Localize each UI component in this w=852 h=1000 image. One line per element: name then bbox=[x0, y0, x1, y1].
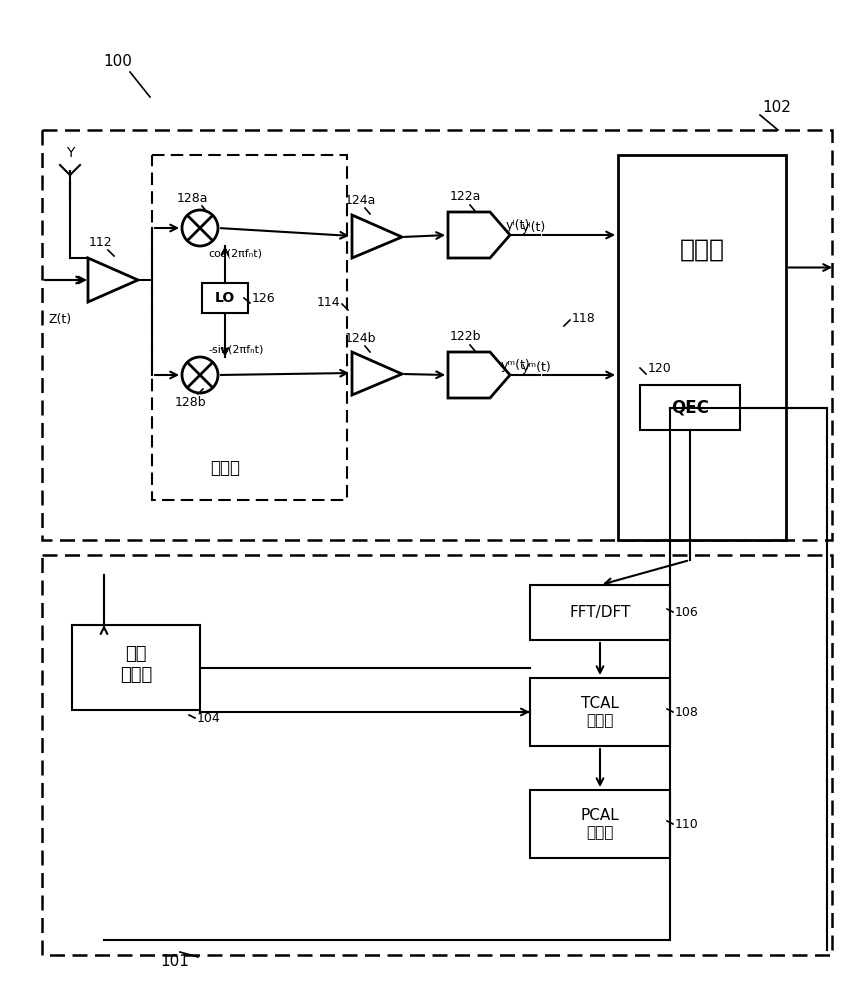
Polygon shape bbox=[448, 352, 510, 398]
Circle shape bbox=[182, 210, 218, 246]
Bar bbox=[152, 155, 347, 500]
Text: PCAL
估计器: PCAL 估计器 bbox=[580, 808, 619, 840]
Text: yᴵ(t): yᴵ(t) bbox=[506, 219, 530, 232]
Text: yᴵ(t): yᴵ(t) bbox=[522, 222, 546, 234]
Text: 音调
发生器: 音调 发生器 bbox=[120, 645, 153, 684]
Text: yᵐ(t): yᵐ(t) bbox=[522, 361, 552, 374]
Text: TCAL
估计器: TCAL 估计器 bbox=[581, 696, 619, 728]
Text: 124b: 124b bbox=[344, 332, 376, 344]
Bar bbox=[530, 678, 670, 746]
Text: 128b: 128b bbox=[174, 395, 206, 408]
Text: 124a: 124a bbox=[344, 194, 376, 207]
Bar bbox=[42, 130, 832, 540]
Text: yᵐ(t): yᵐ(t) bbox=[500, 359, 530, 371]
Text: 122a: 122a bbox=[449, 190, 481, 204]
Bar bbox=[618, 155, 786, 540]
Bar bbox=[202, 283, 248, 313]
Text: QEC: QEC bbox=[671, 398, 709, 416]
Text: 126: 126 bbox=[252, 292, 276, 304]
Bar bbox=[42, 555, 832, 955]
Text: 112: 112 bbox=[89, 235, 112, 248]
Text: 数字块: 数字块 bbox=[680, 238, 724, 262]
Text: 100: 100 bbox=[104, 54, 132, 70]
Text: 106: 106 bbox=[675, 605, 699, 618]
Text: 110: 110 bbox=[675, 818, 699, 830]
Text: cos(2πfₙt): cos(2πfₙt) bbox=[208, 249, 262, 259]
Text: 128a: 128a bbox=[176, 192, 208, 205]
Text: 120: 120 bbox=[648, 361, 671, 374]
Circle shape bbox=[182, 357, 218, 393]
Text: 101: 101 bbox=[160, 954, 189, 970]
Text: 混频器: 混频器 bbox=[210, 459, 240, 477]
Text: 122b: 122b bbox=[449, 330, 481, 344]
Polygon shape bbox=[88, 258, 138, 302]
Polygon shape bbox=[448, 212, 510, 258]
Bar bbox=[530, 790, 670, 858]
Text: 104: 104 bbox=[197, 712, 221, 724]
Text: -sin(2πfₙt): -sin(2πfₙt) bbox=[208, 344, 263, 354]
Polygon shape bbox=[352, 215, 402, 258]
Text: 114: 114 bbox=[316, 296, 340, 308]
Text: Z(t): Z(t) bbox=[49, 314, 72, 326]
Text: 102: 102 bbox=[762, 100, 791, 114]
Text: Y: Y bbox=[66, 146, 74, 160]
Text: 118: 118 bbox=[572, 312, 596, 324]
Text: FFT/DFT: FFT/DFT bbox=[569, 605, 630, 620]
Polygon shape bbox=[352, 352, 402, 395]
Text: LO: LO bbox=[215, 291, 235, 305]
Bar bbox=[72, 625, 200, 710]
Bar bbox=[530, 585, 670, 640]
Bar bbox=[640, 385, 740, 430]
Text: 108: 108 bbox=[675, 706, 699, 718]
